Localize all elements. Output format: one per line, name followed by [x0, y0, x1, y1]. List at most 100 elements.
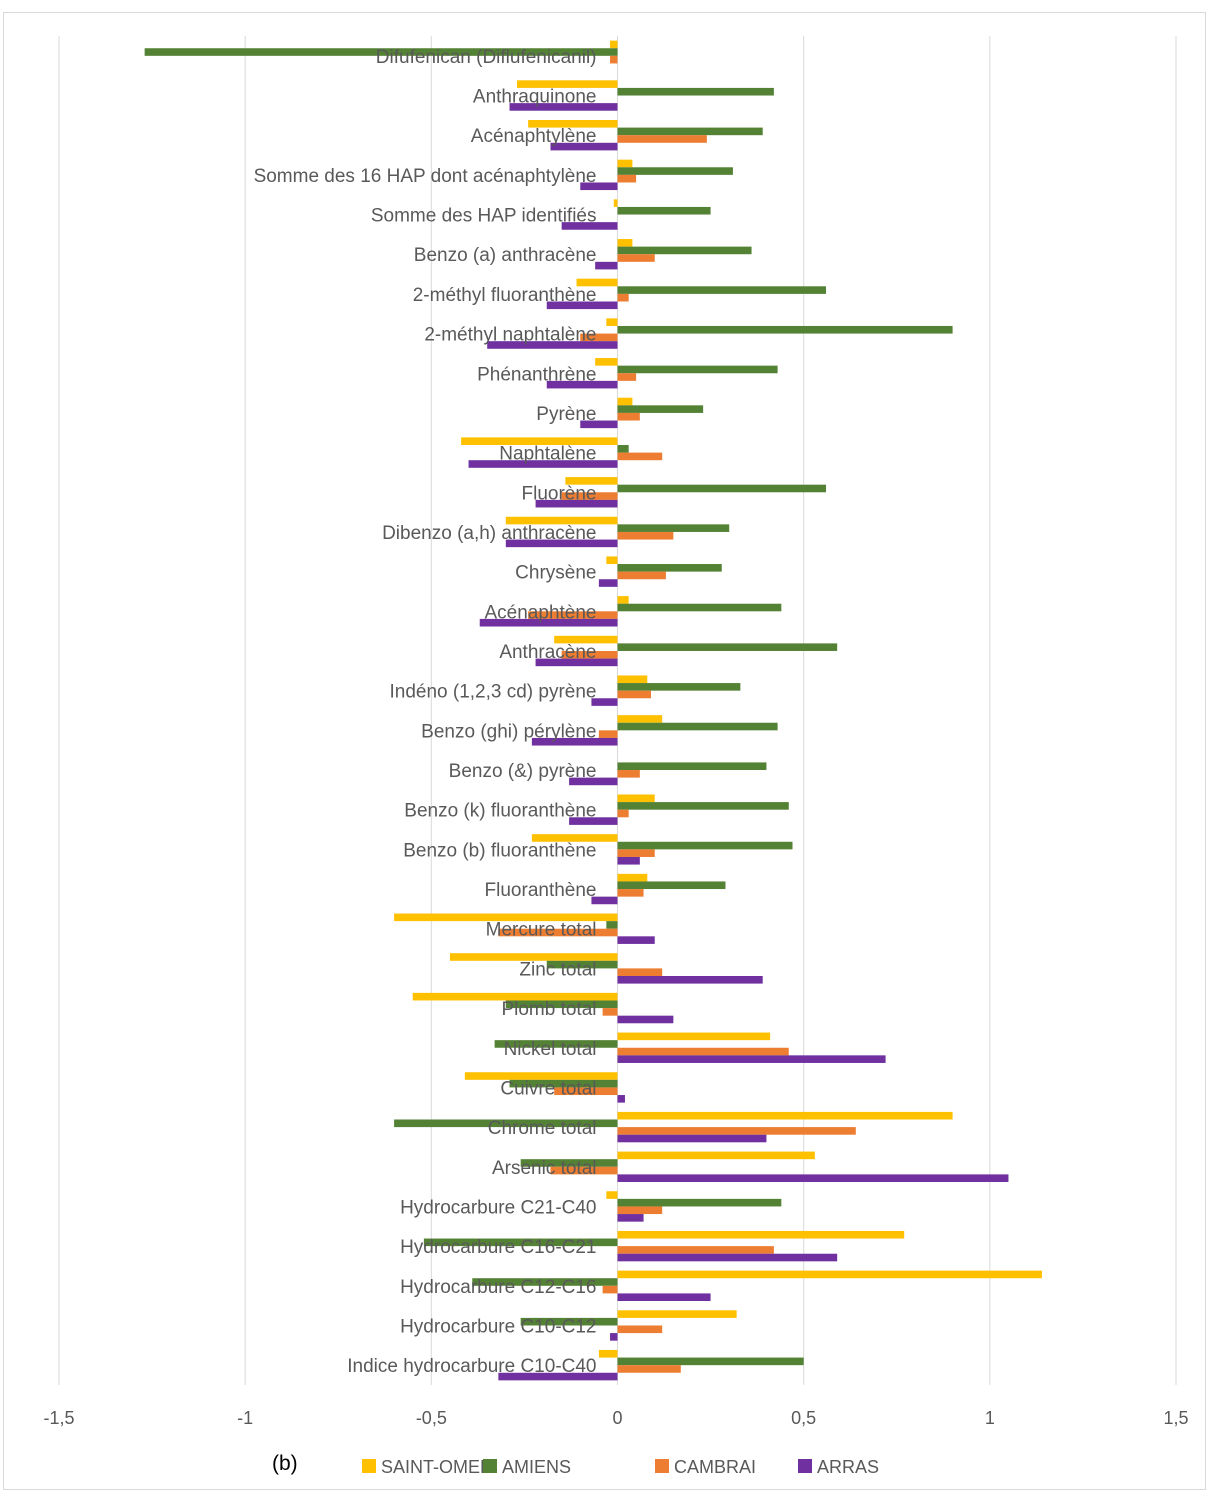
category-label: Benzo (ghi) pérylène: [421, 721, 596, 742]
bar-arras-22: [617, 936, 655, 944]
x-tick-label: -0,5: [416, 1408, 447, 1428]
bar-cambrai-0: [610, 55, 618, 64]
bar-amiens-2: [617, 127, 763, 136]
bar-amiens-6: [617, 286, 827, 294]
bar-saint-omer-17: [617, 715, 663, 723]
category-label: Benzo (k) fluoranthène: [404, 801, 596, 822]
bar-arras-29: [617, 1214, 644, 1222]
bar-saint-omer-0: [610, 40, 618, 49]
panel-letter: (b): [272, 1452, 298, 1475]
category-label: 2-méthyl fluoranthène: [413, 285, 597, 306]
gridlines: [58, 36, 1177, 1385]
bar-cambrai-21: [617, 889, 644, 897]
bar-saint-omer-21: [617, 873, 648, 882]
category-label: Hydrocarbure C12-C16: [400, 1277, 596, 1298]
bar-arras-26: [617, 1095, 625, 1103]
bar-arras-31: [617, 1293, 711, 1302]
bar-arras-32: [610, 1333, 618, 1341]
category-label: Indice hydrocarbure C10-C40: [347, 1356, 596, 1377]
bar-cambrai-22: [498, 928, 618, 937]
bar-cambrai-27: [617, 1127, 856, 1135]
bar-cambrai-14: [528, 611, 618, 619]
bar-arras-15: [535, 658, 618, 667]
bar-amiens-17: [617, 722, 778, 731]
x-tick-label: -1: [237, 1408, 253, 1428]
bar-saint-omer-20: [531, 834, 618, 842]
bar-arras-16: [591, 698, 618, 706]
bar-amiens-16: [617, 683, 741, 691]
category-label: Naphtalène: [499, 444, 596, 465]
category-label: Hydrocarbure C16-C21: [400, 1237, 596, 1258]
bar-cambrai-26: [554, 1087, 618, 1096]
bar-cambrai-11: [561, 492, 618, 500]
bar-cambrai-25: [617, 1047, 789, 1056]
bar-saint-omer-28: [617, 1151, 815, 1160]
bar-amiens-25: [494, 1040, 618, 1048]
bar-saint-omer-19: [617, 794, 655, 803]
bar-saint-omer-4: [613, 199, 618, 207]
bar-cambrai-23: [617, 968, 663, 976]
bar-arras-7: [487, 341, 618, 349]
bar-arras-9: [580, 420, 618, 429]
category-label: Phénanthrène: [477, 364, 596, 385]
bar-saint-omer-1: [516, 80, 618, 88]
legend-label: ARRAS: [817, 1457, 879, 1477]
bar-cambrai-3: [617, 174, 637, 183]
bar-arras-24: [617, 1015, 674, 1024]
bar-arras-12: [505, 539, 618, 548]
bar-saint-omer-3: [617, 159, 633, 168]
category-label: Fluorène: [522, 483, 597, 504]
x-tick-label: 1,5: [1163, 1408, 1188, 1428]
bar-cambrai-16: [617, 690, 652, 699]
bar-amiens-9: [617, 405, 704, 413]
category-label: Hydrocarbure C10-C12: [400, 1316, 596, 1337]
category-label: Anthraquinone: [473, 87, 597, 108]
category-label: Fluoranthène: [485, 880, 597, 901]
bar-amiens-26: [509, 1079, 618, 1088]
category-label: Pyrène: [536, 404, 596, 425]
bar-amiens-19: [617, 802, 789, 810]
bar-arras-13: [598, 579, 618, 587]
bar-amiens-18: [617, 762, 767, 771]
bar-saint-omer-25: [617, 1032, 771, 1041]
legend-label: SAINT-OMER: [381, 1457, 493, 1477]
bar-amiens-33: [617, 1357, 804, 1366]
bar-amiens-3: [617, 167, 733, 175]
bar-amiens-22: [606, 921, 618, 929]
bar-amiens-0: [144, 48, 618, 56]
bar-amiens-30: [423, 1238, 618, 1247]
bar-amiens-27: [394, 1119, 618, 1128]
bar-arras-21: [591, 896, 618, 905]
bar-amiens-13: [617, 564, 722, 572]
category-label: Anthracène: [499, 642, 596, 663]
category-label: Difufenican (Diflufenicanil): [376, 47, 597, 68]
legend-swatch-cambrai: [655, 1459, 669, 1473]
bar-saint-omer-23: [449, 953, 618, 961]
category-label: Cuivre total: [500, 1078, 596, 1099]
bar-saint-omer-32: [617, 1310, 737, 1318]
bar-arras-8: [546, 380, 618, 389]
bar-saint-omer-29: [606, 1191, 618, 1199]
bar-saint-omer-10: [461, 437, 618, 446]
bar-saint-omer-11: [565, 477, 618, 485]
bar-arras-18: [569, 777, 618, 786]
bar-amiens-12: [617, 524, 730, 532]
bar-cambrai-2: [617, 135, 707, 143]
bar-saint-omer-6: [576, 278, 618, 287]
bar-amiens-21: [617, 881, 726, 890]
category-label: Chrysène: [515, 563, 596, 584]
bar-arras-33: [498, 1372, 618, 1381]
bar-saint-omer-24: [412, 992, 618, 1001]
bar-amiens-15: [617, 643, 838, 651]
bar-arras-2: [550, 142, 618, 151]
bar-arras-30: [617, 1253, 838, 1262]
bar-arras-10: [468, 460, 618, 468]
bar-cambrai-17: [598, 730, 618, 738]
x-tick-label: 1: [985, 1408, 995, 1428]
bar-arras-6: [546, 301, 618, 310]
bar-cambrai-18: [617, 770, 640, 778]
category-label: Somme des HAP identifiés: [371, 206, 597, 227]
bar-amiens-20: [617, 841, 793, 850]
bar-arras-23: [617, 975, 763, 984]
